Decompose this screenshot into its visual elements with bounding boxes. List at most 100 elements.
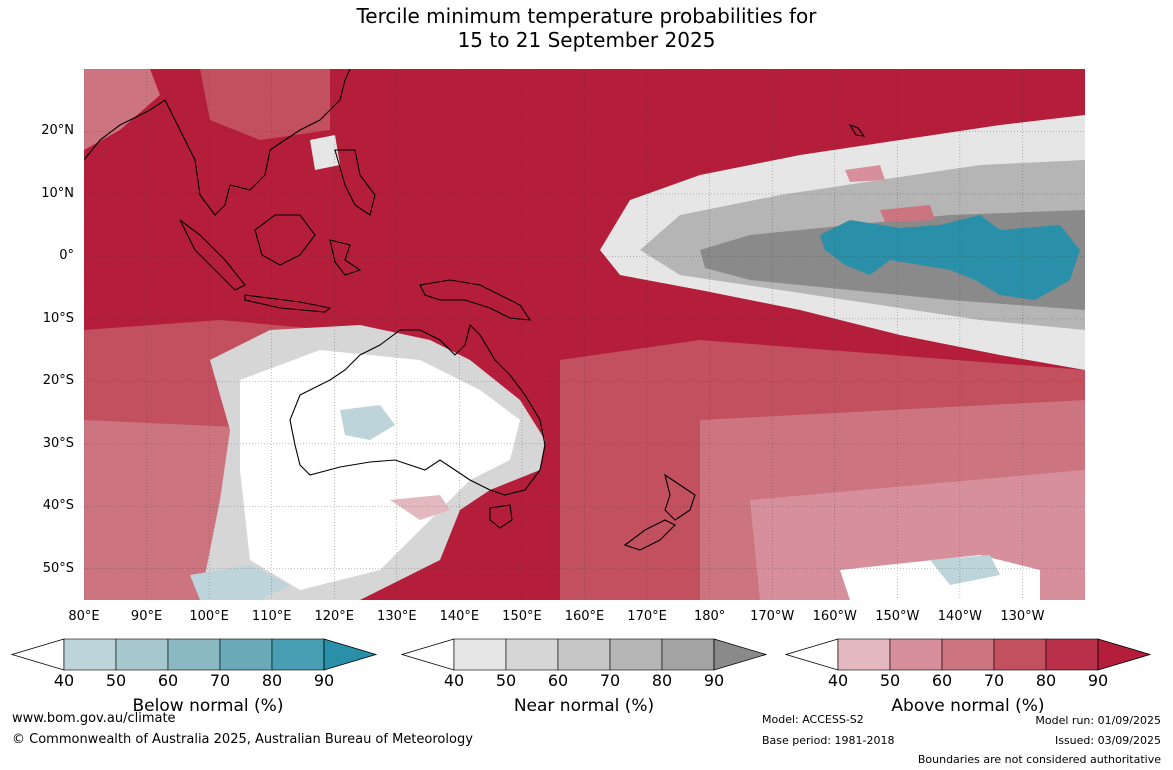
colorbar-near-normal [400,638,768,671]
above-normal-indochina [200,69,330,140]
below-normal-central-pacific [820,215,1080,300]
coastlines [84,69,866,551]
colorbar-segment [505,638,559,671]
title-line-1: Tercile minimum temperature probabilitie… [356,4,817,28]
longitude-label: 150°W [875,609,920,624]
latitude-label: 10°S [42,310,74,326]
above-normal-inland-patch [390,495,450,520]
above-normal-pacific-patch-2 [845,165,885,182]
colorbar-below-title: Below normal (%) [132,696,284,716]
longitude-label: 140°W [937,609,982,624]
colorbar-segment [889,638,943,671]
colorbar-min-extension [400,638,455,671]
colorbar-min-extension [784,638,839,671]
latitude-label: 30°S [42,435,74,451]
colorbar-tick-label: 80 [261,671,283,690]
below-normal-southern-ocean [190,565,290,600]
website-link[interactable]: www.bom.gov.au/climate [12,711,176,726]
latitude-label: 20°N [41,123,74,139]
latitude-label: 0° [59,248,74,264]
colorbar-tick-label: 60 [157,671,179,690]
sumatra-coast [179,219,246,291]
colorbar-segment [609,638,663,671]
above-normal-pacific-patch [880,205,935,222]
map-title: Tercile minimum temperature probabilitie… [0,4,1173,52]
colorbar-tick-label: 40 [827,671,849,690]
colorbar-max-extension [323,638,378,671]
colorbar-tick-label: 70 [983,671,1005,690]
colorbar-segment [271,638,325,671]
colorbar-tick-label: 80 [1035,671,1057,690]
colorbar-tick-label: 40 [53,671,75,690]
borneo-coast [254,214,316,266]
hawaii-coast [848,123,866,137]
longitude-label: 150°E [502,609,542,624]
colorbar-tick-label: 50 [495,671,517,690]
colorbar-tick-label: 90 [1087,671,1109,690]
model-text: Model: ACCESS-S2 [762,713,864,726]
near-normal-south-china-sea [310,135,340,170]
sulawesi-coast [329,239,362,276]
longitude-label: 80°E [68,609,100,624]
base-period-text: Base period: 1981-2018 [762,734,895,747]
colorbar-max-extension [713,638,768,671]
colorbar-min-extension [10,638,65,671]
colorbar-segment [63,638,117,671]
colorbar-segment [993,638,1047,671]
graticule [84,69,1085,600]
longitude-label: 140°E [439,609,480,624]
longitude-label: 110°E [251,609,292,624]
colorbar-segment [557,638,611,671]
latitude-label: 20°S [42,373,74,389]
colorbar-segment [167,638,221,671]
latitude-label: 40°S [42,498,74,514]
colorbar-segment [115,638,169,671]
title-line-2: 15 to 21 September 2025 [457,28,716,52]
longitude-label: 100°E [189,609,229,624]
longitude-label: 160°E [564,609,605,624]
above-normal-bay-of-bengal [84,69,160,150]
australia-coast [289,323,546,496]
model-run-text: Model run: 01/09/2025 [1035,714,1161,727]
boundaries-disclaimer: Boundaries are not considered authoritat… [917,753,1161,766]
colorbar-tick-label: 90 [703,671,725,690]
colorbar-above-title: Above normal (%) [891,696,1045,716]
no-dominant-australia [240,350,520,590]
colorbar-below-normal [10,638,378,671]
colorbar-segment [453,638,507,671]
colorbar-tick-label: 90 [313,671,335,690]
tasmania-coast [489,504,513,529]
colorbar-above-normal [784,638,1152,671]
new-zealand-north [664,473,696,521]
asia-coast [84,69,351,216]
colorbar-tick-label: 60 [547,671,569,690]
colorbar-tick-label: 40 [443,671,465,690]
new-guinea-coast [419,279,532,321]
below-normal-wa-patch [340,405,395,440]
longitude-label: 130°W [1000,609,1045,624]
colorbar-tick-label: 80 [651,671,673,690]
issued-text: Issued: 03/09/2025 [1054,734,1161,747]
copyright-text: © Commonwealth of Australia 2025, Austra… [12,732,473,747]
longitude-label: 180° [693,609,726,624]
longitude-label: 160°W [812,609,857,624]
new-zealand-south [623,519,676,551]
longitude-label: 170°E [627,609,667,624]
colorbar-tick-label: 50 [879,671,901,690]
longitude-label: 120°E [314,609,355,624]
colorbar-tick-label: 70 [599,671,621,690]
probability-field [84,69,1085,600]
java-coast [244,294,332,313]
longitude-label: 90°E [130,609,163,624]
philippines-coast [334,149,376,216]
colorbar-segment [941,638,995,671]
colorbar-tick-label: 60 [931,671,953,690]
colorbar-segment [1045,638,1099,671]
longitude-label: 130°E [377,609,417,624]
colorbar-tick-label: 70 [209,671,231,690]
colorbar-max-extension [1097,638,1152,671]
colorbar-segment [219,638,273,671]
colorbar-segment [661,638,715,671]
